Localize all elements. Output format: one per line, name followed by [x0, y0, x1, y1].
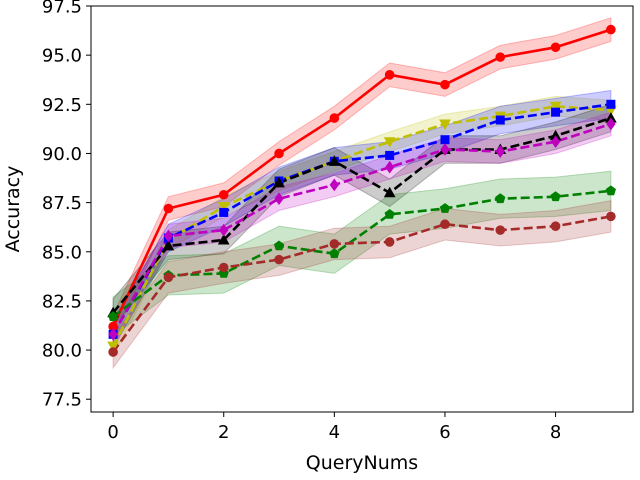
x-tick-label: 2 — [218, 422, 229, 443]
x-tick-label: 8 — [550, 422, 561, 443]
x-tick-label: 6 — [439, 422, 450, 443]
y-tick-label: 95.0 — [42, 46, 82, 67]
y-axis: 77.5 80.0 82.5 85.0 87.5 90.0 92.5 95.0 97.5 — [42, 0, 91, 411]
y-tick-label: 92.5 — [42, 95, 82, 116]
data-point — [163, 272, 174, 283]
data-point — [383, 186, 396, 198]
data-point — [328, 155, 341, 166]
data-point — [606, 211, 616, 222]
series-line — [111, 28, 612, 328]
y-tick-label: 80.0 — [42, 341, 82, 362]
data-point — [549, 101, 562, 113]
data-point — [550, 221, 561, 232]
x-axis: 0 2 4 6 8 — [107, 412, 561, 443]
data-point — [550, 42, 561, 53]
data-point — [329, 239, 340, 249]
data-point — [495, 52, 506, 62]
series-lines — [111, 28, 612, 353]
data-point — [273, 240, 285, 251]
data-point — [495, 115, 505, 125]
data-point — [384, 208, 395, 219]
data-point — [107, 341, 119, 353]
data-point — [385, 150, 395, 160]
series-markers — [107, 24, 617, 357]
data-point — [108, 311, 119, 321]
series-band — [112, 103, 612, 328]
data-point — [440, 219, 450, 230]
data-point — [439, 203, 451, 213]
series-line — [111, 103, 612, 335]
data-point — [606, 99, 616, 109]
series-line — [112, 215, 612, 353]
y-axis-label: Accuracy — [2, 166, 24, 253]
data-point — [162, 239, 175, 251]
y-tick-label: 87.5 — [42, 193, 82, 214]
data-point — [606, 117, 616, 131]
x-tick-label: 0 — [107, 422, 118, 443]
x-axis-label: QueryNums — [306, 452, 418, 474]
data-point — [218, 262, 229, 273]
data-point — [219, 207, 229, 217]
data-point — [163, 229, 174, 243]
data-point — [274, 254, 284, 265]
x-tick-label: 4 — [329, 422, 340, 443]
data-point — [495, 193, 506, 204]
data-point — [551, 107, 561, 117]
data-point — [273, 176, 285, 188]
y-tick-label: 97.5 — [42, 0, 82, 18]
data-point — [217, 202, 230, 213]
confidence-bands — [112, 17, 612, 370]
series-band — [112, 17, 612, 339]
data-point — [606, 24, 616, 35]
data-point — [439, 119, 451, 131]
data-point — [274, 192, 284, 206]
data-point — [108, 347, 118, 357]
series-band — [112, 200, 612, 370]
data-point — [163, 203, 174, 214]
data-point — [385, 160, 395, 174]
series-band — [112, 111, 612, 349]
data-point — [329, 248, 340, 259]
series-line — [111, 105, 611, 347]
y-tick-label: 82.5 — [42, 291, 82, 312]
data-point — [550, 135, 561, 149]
data-point — [217, 233, 230, 245]
series-line — [111, 122, 612, 335]
data-point — [384, 70, 395, 80]
data-point — [329, 178, 339, 192]
data-point — [440, 143, 450, 156]
y-tick-label: 90.0 — [42, 144, 82, 165]
data-point — [605, 185, 616, 196]
data-point — [383, 137, 396, 148]
plot-frame — [90, 5, 634, 413]
data-point — [440, 135, 450, 145]
data-point — [329, 113, 340, 123]
y-tick-label: 85.0 — [42, 242, 82, 263]
data-point — [219, 223, 229, 237]
y-tick-label: 77.5 — [42, 390, 82, 411]
data-point — [495, 225, 506, 235]
data-point — [550, 191, 561, 202]
series-band — [112, 170, 612, 338]
data-point — [495, 145, 505, 158]
data-point — [274, 148, 284, 159]
data-point — [218, 189, 229, 200]
data-point — [108, 327, 118, 341]
data-point — [384, 237, 395, 247]
series-line — [112, 189, 612, 318]
data-point — [440, 79, 450, 90]
